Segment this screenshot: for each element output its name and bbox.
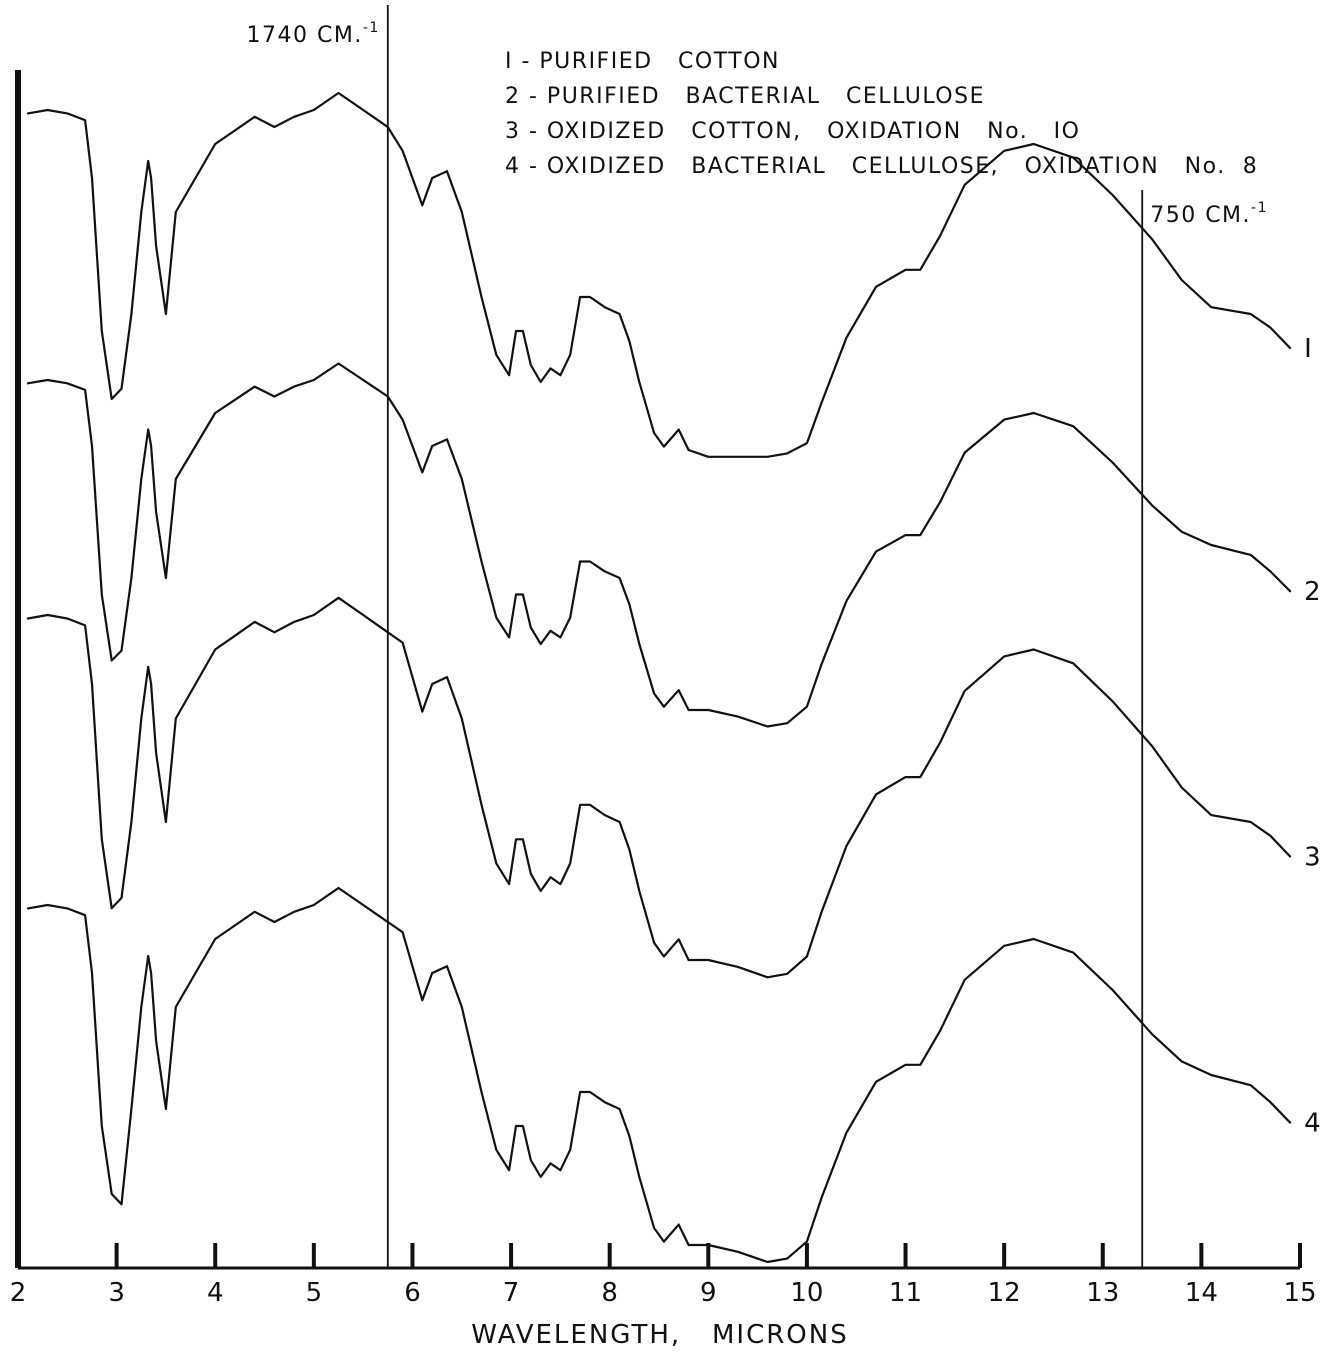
x-tick-label-15: 15 [1283,1278,1316,1308]
x-tick-label-12: 12 [988,1278,1021,1308]
legend-entry-1: I - PURIFIED COTTON [505,49,780,74]
ref-label-1: 750 CM.-1 [1150,200,1268,228]
x-tick-label-14: 14 [1185,1278,1218,1308]
x-tick-label-6: 6 [404,1278,421,1308]
curve-label-4: 4 [1304,1109,1321,1139]
spectrum-curve-3 [26,596,1292,979]
curve-labels: I 2 3 4 [1304,334,1321,1139]
curve-label-2: 2 [1304,577,1321,607]
x-tick-label-11: 11 [889,1278,922,1308]
legend-entry-3: 3 - OXIDIZED COTTON, OXIDATION No. IO [505,119,1080,144]
legend: I - PURIFIED COTTON 2 - PURIFIED BACTERI… [505,49,1258,179]
x-tick-label-2: 2 [10,1278,27,1308]
legend-entry-4: 4 - OXIDIZED BACTERIAL CELLULOSE, OXIDAT… [505,154,1258,179]
curve-label-1: I [1304,334,1312,364]
x-tick-label-3: 3 [108,1278,125,1308]
x-tick-label-7: 7 [503,1278,520,1308]
spectrum-curve-1 [26,91,1292,458]
x-tick-label-8: 8 [601,1278,618,1308]
x-tick-label-10: 10 [790,1278,823,1308]
spectrum-curve-4 [26,886,1292,1264]
ref-label-superscript-0: -1 [363,20,380,36]
x-tick-labels: 2 3 4 5 6 7 8 9 10 11 12 13 14 15 [10,1278,1317,1308]
x-tick-label-13: 13 [1086,1278,1119,1308]
x-tick-label-9: 9 [700,1278,717,1308]
legend-entry-2: 2 - PURIFIED BACTERIAL CELLULOSE [505,84,985,109]
spectra-curves [26,91,1292,1264]
ref-label-0: 1740 CM.-1 [247,20,380,48]
x-tick-label-4: 4 [207,1278,224,1308]
spectrum-curve-2 [26,362,1292,728]
x-axis-label: WAVELENGTH, MICRONS [471,1320,848,1350]
x-tick-label-5: 5 [306,1278,323,1308]
ref-label-superscript-1: -1 [1251,200,1268,216]
reference-lines: 1740 CM.-1 750 CM.-1 [247,5,1268,1268]
x-ticks [16,1243,1302,1268]
curve-label-3: 3 [1304,843,1321,873]
